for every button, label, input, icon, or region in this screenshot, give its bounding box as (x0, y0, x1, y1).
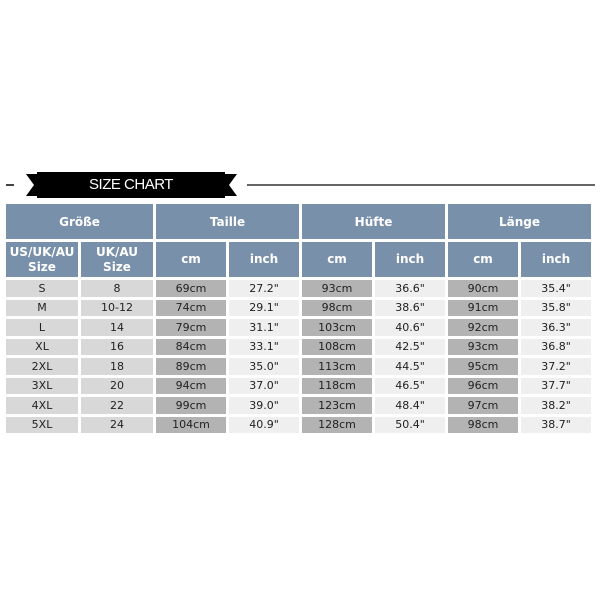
table-cell: 36.8" (521, 338, 591, 355)
table-cell: 42.5" (375, 338, 445, 355)
table-cell: 123cm (302, 397, 372, 414)
table-cell: 33.1" (229, 338, 299, 355)
divider-right (247, 184, 595, 186)
table-cell: 108cm (302, 338, 372, 355)
table-cell: 16 (81, 338, 153, 355)
table-cell: 128cm (302, 416, 372, 433)
table-cell: 20 (81, 377, 153, 394)
table-cell: XL (6, 338, 78, 355)
sub-header: cm (448, 242, 518, 277)
table-cell: S (6, 280, 78, 297)
sub-header: US/UK/AU Size (6, 242, 78, 277)
group-header-length: Länge (448, 204, 591, 239)
group-header-hip: Hüfte (302, 204, 445, 239)
table-cell: 74cm (156, 299, 226, 316)
sub-header: inch (375, 242, 445, 277)
table-cell: 90cm (448, 280, 518, 297)
table-cell: 118cm (302, 377, 372, 394)
table-cell: 48.4" (375, 397, 445, 414)
table-cell: 50.4" (375, 416, 445, 433)
table-row: 5XL 24 104cm 40.9" 128cm 50.4" 98cm 38.7" (6, 416, 591, 433)
size-table: Größe Taille Hüfte Länge US/UK/AU Size UK… (3, 201, 594, 436)
table-cell: 31.1" (229, 319, 299, 336)
table-row: L 14 79cm 31.1" 103cm 40.6" 92cm 36.3" (6, 319, 591, 336)
table-cell: 97cm (448, 397, 518, 414)
table-cell: 4XL (6, 397, 78, 414)
table-cell: 94cm (156, 377, 226, 394)
sub-header: cm (302, 242, 372, 277)
table-cell: M (6, 299, 78, 316)
table-cell: 95cm (448, 358, 518, 375)
sub-header: inch (229, 242, 299, 277)
divider-left (6, 184, 14, 186)
table-row: 2XL 18 89cm 35.0" 113cm 44.5" 95cm 37.2" (6, 358, 591, 375)
group-header-waist: Taille (156, 204, 299, 239)
table-cell: 89cm (156, 358, 226, 375)
group-header-row: Größe Taille Hüfte Länge (6, 204, 591, 239)
table-cell: L (6, 319, 78, 336)
table-cell: 98cm (448, 416, 518, 433)
table-cell: 69cm (156, 280, 226, 297)
table-cell: 37.0" (229, 377, 299, 394)
table-cell: 3XL (6, 377, 78, 394)
table-cell: 8 (81, 280, 153, 297)
table-cell: 38.7" (521, 416, 591, 433)
table-cell: 36.3" (521, 319, 591, 336)
table-cell: 36.6" (375, 280, 445, 297)
table-cell: 93cm (302, 280, 372, 297)
table-cell: 38.6" (375, 299, 445, 316)
table-row: M 10-12 74cm 29.1" 98cm 38.6" 91cm 35.8" (6, 299, 591, 316)
table-cell: 38.2" (521, 397, 591, 414)
table-cell: 5XL (6, 416, 78, 433)
table-cell: 103cm (302, 319, 372, 336)
table-cell: 98cm (302, 299, 372, 316)
group-header-size: Größe (6, 204, 153, 239)
table-cell: 113cm (302, 358, 372, 375)
table-row: XL 16 84cm 33.1" 108cm 42.5" 93cm 36.8" (6, 338, 591, 355)
table-cell: 27.2" (229, 280, 299, 297)
sub-header: inch (521, 242, 591, 277)
table-cell: 2XL (6, 358, 78, 375)
table-cell: 92cm (448, 319, 518, 336)
table-cell: 40.6" (375, 319, 445, 336)
table-cell: 46.5" (375, 377, 445, 394)
size-chart-title: SIZE CHART (37, 172, 225, 198)
table-cell: 37.2" (521, 358, 591, 375)
table-row: S 8 69cm 27.2" 93cm 36.6" 90cm 35.4" (6, 280, 591, 297)
table-cell: 91cm (448, 299, 518, 316)
table-row: 3XL 20 94cm 37.0" 118cm 46.5" 96cm 37.7" (6, 377, 591, 394)
table-cell: 35.8" (521, 299, 591, 316)
table-cell: 14 (81, 319, 153, 336)
table-cell: 10-12 (81, 299, 153, 316)
table-cell: 39.0" (229, 397, 299, 414)
table-row: 4XL 22 99cm 39.0" 123cm 48.4" 97cm 38.2" (6, 397, 591, 414)
table-cell: 79cm (156, 319, 226, 336)
table-cell: 22 (81, 397, 153, 414)
table-cell: 99cm (156, 397, 226, 414)
table-cell: 29.1" (229, 299, 299, 316)
table-cell: 18 (81, 358, 153, 375)
table-cell: 35.4" (521, 280, 591, 297)
table-cell: 93cm (448, 338, 518, 355)
table-cell: 84cm (156, 338, 226, 355)
sub-header-row: US/UK/AU Size UK/AU Size cm inch cm inch cm inc… (6, 242, 591, 277)
table-cell: 40.9" (229, 416, 299, 433)
table-cell: 104cm (156, 416, 226, 433)
table-cell: 35.0" (229, 358, 299, 375)
banner-ribbon-right (225, 174, 237, 196)
sub-header: UK/AU Size (81, 242, 153, 277)
table-cell: 96cm (448, 377, 518, 394)
table-cell: 44.5" (375, 358, 445, 375)
sub-header: cm (156, 242, 226, 277)
table-cell: 24 (81, 416, 153, 433)
banner-ribbon-left (26, 174, 38, 196)
table-cell: 37.7" (521, 377, 591, 394)
